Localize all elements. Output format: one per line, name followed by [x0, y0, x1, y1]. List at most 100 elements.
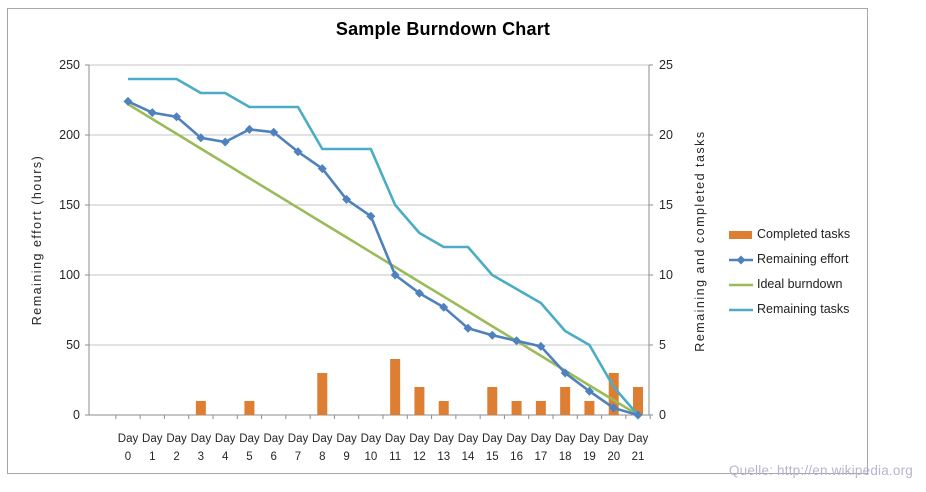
- x-axis-label-number: 3: [198, 451, 204, 463]
- x-axis-label-number: 16: [510, 451, 523, 463]
- marker-diamond: [633, 410, 643, 420]
- bar-completed-tasks: [535, 401, 546, 415]
- x-axis-label-day: Day: [409, 433, 430, 445]
- series-line-remaining-effort: [127, 100, 639, 417]
- bar-completed-tasks: [584, 401, 595, 415]
- bar-completed-tasks: [244, 401, 255, 415]
- x-axis-label-day: Day: [215, 433, 236, 445]
- legend-entry-remaining-tasks: Remaining tasks: [729, 296, 850, 321]
- x-axis-label-day: Day: [336, 433, 357, 445]
- left-axis-tick-label: 0: [73, 408, 80, 422]
- marker-diamond: [342, 194, 352, 204]
- right-axis-tick-label: 20: [659, 128, 673, 142]
- marker-diamond: [196, 133, 206, 143]
- x-axis-label-number: 8: [319, 451, 325, 463]
- marker-diamond: [512, 336, 522, 346]
- series-line-ideal-burndown: [127, 103, 639, 417]
- bar-completed-tasks: [487, 387, 498, 415]
- x-axis-label-day: Day: [288, 433, 309, 445]
- left-axis-title: Remaining effort (hours): [30, 155, 44, 326]
- right-axis-tick-label: 15: [659, 198, 673, 212]
- marker-diamond: [463, 323, 473, 333]
- x-axis-label-day: Day: [506, 433, 527, 445]
- x-axis-label-number: 9: [343, 451, 349, 463]
- marker-diamond: [317, 164, 327, 174]
- x-axis-label-day: Day: [385, 433, 406, 445]
- legend-entry-completed-tasks: Completed tasks: [729, 221, 850, 246]
- x-axis-label-day: Day: [458, 433, 479, 445]
- x-axis-label-number: 21: [632, 451, 645, 463]
- x-axis-label-number: 2: [173, 451, 179, 463]
- x-axis-label-day: Day: [482, 433, 503, 445]
- x-axis-label-day: Day: [166, 433, 187, 445]
- x-axis-label-day: Day: [579, 433, 600, 445]
- x-axis-label-number: 1: [149, 451, 155, 463]
- legend-swatch-line-diamond-icon: [729, 253, 753, 265]
- marker-diamond: [390, 270, 400, 280]
- x-axis-label-number: 12: [413, 451, 426, 463]
- marker-diamond: [147, 108, 157, 118]
- right-axis-tick-label: 25: [659, 58, 673, 72]
- marker-diamond: [269, 127, 279, 137]
- marker-diamond: [487, 330, 497, 340]
- right-axis-tick-label: 0: [659, 408, 666, 422]
- x-axis-label-day: Day: [118, 433, 139, 445]
- x-axis-label-number: 6: [271, 451, 277, 463]
- x-axis-label-number: 14: [462, 451, 475, 463]
- marker-diamond: [244, 124, 254, 134]
- x-axis-label-day: Day: [312, 433, 333, 445]
- right-axis-tick-label: 10: [659, 268, 673, 282]
- marker-diamond: [536, 341, 546, 351]
- bar-completed-tasks: [608, 373, 619, 415]
- marker-diamond: [609, 403, 619, 413]
- marker-diamond: [220, 137, 230, 147]
- bar-completed-tasks: [511, 401, 522, 415]
- left-axis-tick-label: 50: [66, 338, 80, 352]
- plot-area: 0 50 100 150 200 250 0 5 10 15 20 25 Day 0 Day 1 Day 2 Day…: [30, 58, 707, 463]
- x-axis-label-number: 5: [246, 451, 252, 463]
- marker-diamond: [584, 386, 594, 396]
- legend-entry-remaining-effort: Remaining effort: [729, 246, 850, 271]
- left-axis-tick-label: 250: [59, 58, 80, 72]
- bar-completed-tasks: [438, 401, 449, 415]
- left-axis-tick-label: 200: [59, 128, 80, 142]
- x-axis-label-day: Day: [531, 433, 552, 445]
- bar-completed-tasks: [390, 359, 401, 415]
- x-axis-label-number: 17: [534, 451, 547, 463]
- right-axis-tick-label: 5: [659, 338, 666, 352]
- left-axis-tick-label: 100: [59, 268, 80, 282]
- x-axis-label-day: Day: [361, 433, 382, 445]
- legend-label: Remaining effort: [757, 251, 849, 266]
- legend-swatch-line-icon: [729, 278, 753, 290]
- x-axis-label-number: 19: [583, 451, 596, 463]
- legend-label: Ideal burndown: [757, 276, 843, 291]
- x-axis-label-number: 4: [222, 451, 229, 463]
- chart-frame: Sample Burndown Chart 0 50 100 150 200 250 0 5 1…: [7, 8, 868, 474]
- marker-diamond: [414, 288, 424, 298]
- marker-diamond: [123, 96, 133, 106]
- marker-diamond: [293, 147, 303, 157]
- x-axis-label-day: Day: [142, 433, 163, 445]
- x-axis-label-number: 0: [125, 451, 131, 463]
- x-axis-label-day: Day: [239, 433, 260, 445]
- legend-label: Remaining tasks: [757, 301, 850, 316]
- legend-swatch-bar-icon: [729, 228, 753, 240]
- bar-completed-tasks: [632, 387, 643, 415]
- x-axis-label-number: 11: [389, 451, 401, 463]
- x-axis-label-day: Day: [555, 433, 576, 445]
- chart-title: Sample Burndown Chart: [335, 19, 551, 39]
- marker-diamond: [172, 112, 182, 122]
- x-axis-label-day: Day: [191, 433, 212, 445]
- x-axis-label-number: 7: [295, 451, 301, 463]
- legend-entry-ideal-burndown: Ideal burndown: [729, 271, 850, 296]
- marker-diamond: [366, 211, 376, 221]
- x-axis-label-day: Day: [603, 433, 624, 445]
- x-axis-label-number: 10: [364, 451, 377, 463]
- x-axis-label-number: 15: [486, 451, 499, 463]
- bar-completed-tasks: [317, 373, 328, 415]
- bar-completed-tasks: [560, 387, 571, 415]
- legend-swatch-line-icon: [729, 303, 753, 315]
- marker-diamond: [560, 368, 570, 378]
- bar-completed-tasks: [414, 387, 425, 415]
